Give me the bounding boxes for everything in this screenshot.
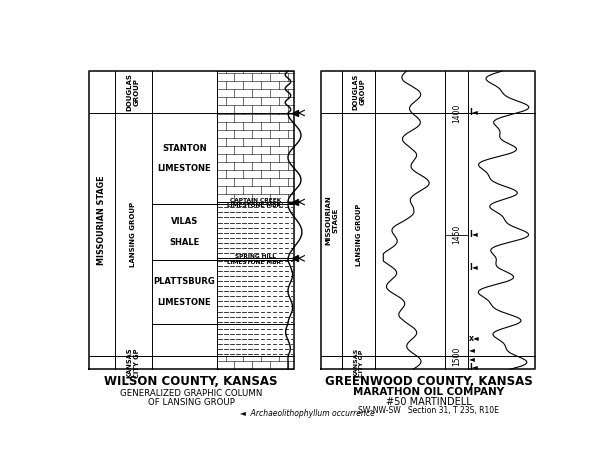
Text: MISSOURIAN
STAGE: MISSOURIAN STAGE <box>325 195 338 245</box>
Text: 1500: 1500 <box>452 347 461 366</box>
Text: KANSAS
CITY GP: KANSAS CITY GP <box>127 347 140 378</box>
Text: STANTON

LIMESTONE: STANTON LIMESTONE <box>157 143 211 173</box>
Text: OF LANSING GROUP: OF LANSING GROUP <box>148 398 235 407</box>
Text: x◄: x◄ <box>469 334 479 343</box>
Text: MISSOURIAN STAGE: MISSOURIAN STAGE <box>97 176 106 265</box>
Text: 1400: 1400 <box>452 103 461 123</box>
Text: ◄  Archaeolithophyllum occurrence: ◄ Archaeolithophyllum occurrence <box>240 409 375 418</box>
Text: I◄: I◄ <box>469 230 478 239</box>
Text: KANSAS
CITY GP: KANSAS CITY GP <box>353 348 364 378</box>
Text: LANSING GROUP: LANSING GROUP <box>130 202 136 267</box>
Text: DOUGLAS
GROUP: DOUGLAS GROUP <box>127 73 140 111</box>
Text: DOUGLAS
GROUP: DOUGLAS GROUP <box>352 74 365 110</box>
Text: LANSING GROUP: LANSING GROUP <box>356 203 362 266</box>
Text: ◄: ◄ <box>469 345 475 354</box>
Text: PLATTSBURG

LIMESTONE: PLATTSBURG LIMESTONE <box>154 277 215 307</box>
Text: MARATHON OIL COMPANY: MARATHON OIL COMPANY <box>353 388 504 397</box>
Text: I◄: I◄ <box>469 263 478 272</box>
Text: #50 MARTINDELL: #50 MARTINDELL <box>386 397 471 407</box>
Text: SPRING HILL
LIMESTONE MBR.: SPRING HILL LIMESTONE MBR. <box>227 254 283 265</box>
Text: ◄: ◄ <box>469 354 475 363</box>
Text: I◄: I◄ <box>469 363 478 372</box>
Text: GENERALIZED GRAPHIC COLUMN: GENERALIZED GRAPHIC COLUMN <box>120 389 262 398</box>
Text: I◄: I◄ <box>469 109 478 118</box>
Text: GREENWOOD COUNTY, KANSAS: GREENWOOD COUNTY, KANSAS <box>325 375 532 388</box>
Text: WILSON COUNTY, KANSAS: WILSON COUNTY, KANSAS <box>104 375 278 388</box>
Text: VILAS

SHALE: VILAS SHALE <box>169 217 199 247</box>
Text: SW-NW-SW   Section 31, T 23S, R10E: SW-NW-SW Section 31, T 23S, R10E <box>358 406 499 415</box>
Text: CAPTAIN CREEK
LIMESTONE MBR.: CAPTAIN CREEK LIMESTONE MBR. <box>227 197 283 208</box>
Text: 1450: 1450 <box>452 225 461 244</box>
